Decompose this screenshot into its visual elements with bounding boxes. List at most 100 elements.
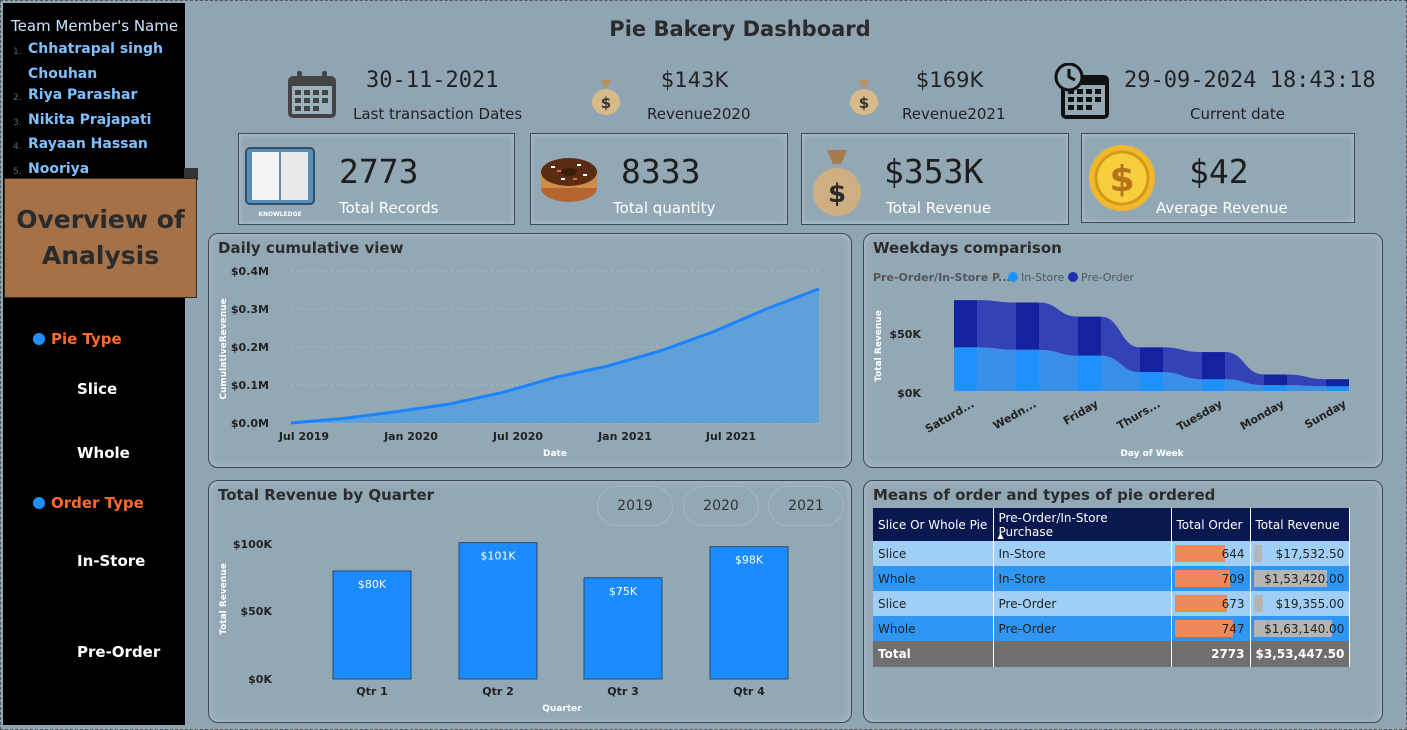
daily-cumulative-panel: Daily cumulative view $0.4M $0.3M $0.2M … <box>208 233 852 468</box>
bullet-icon <box>33 497 45 509</box>
instore-column <box>954 347 977 391</box>
quarter-bar-chart[interactable]: $80K Qtr 1 $101K Qtr 2 $75K Qtr 3 $98K Qtr 4 $1… <box>209 481 853 724</box>
x-tick-label: Sunday <box>1302 397 1348 431</box>
data-bar <box>1253 595 1263 612</box>
svg-text:$: $ <box>601 94 611 112</box>
total-revenue-cell: $17,532.50 <box>1250 541 1351 566</box>
bar-data-label: $75K <box>609 585 638 598</box>
column-header[interactable]: Total Revenue <box>1250 508 1351 541</box>
y-tick-label: $0K <box>248 673 272 686</box>
calendar-clock-icon <box>1054 63 1109 119</box>
weekdays-ribbon-chart[interactable]: Pre-Order/In-Store P... In-Store Pre-Ord… <box>864 234 1384 469</box>
kpi-card-average-revenue: $ $42 Average Revenue <box>1081 133 1355 223</box>
money-bag-icon: $ <box>592 80 620 115</box>
svg-text:$: $ <box>828 179 846 209</box>
page-title: Pie Bakery Dashboard <box>609 17 871 41</box>
total-quantity-value: 8333 <box>621 152 701 191</box>
order-type-cell: Pre-Order <box>993 591 1172 616</box>
order-types-table: Slice Or Whole Pie Pre-Order/In-Store Pu… <box>873 508 1351 667</box>
slicer-option-pre-order[interactable]: Pre-Order <box>77 643 161 661</box>
total-revenue-value: $3,53,447.50 <box>1250 641 1351 667</box>
x-tick-label: Wedn... <box>991 397 1039 432</box>
x-tick-label: Qtr 4 <box>733 685 765 698</box>
instore-ribbon <box>1039 349 1078 391</box>
year-button-2019[interactable]: 2019 <box>597 486 673 526</box>
order-types-title: Means of order and types of pie ordered <box>873 486 1216 504</box>
x-tick-label: Qtr 2 <box>482 685 514 698</box>
total-label: Total <box>873 641 994 667</box>
y-axis-title: CumulativeRevenue <box>219 298 229 399</box>
year-button-2020[interactable]: 2020 <box>683 486 759 526</box>
order-type-cell: In-Store <box>993 541 1172 566</box>
daily-cumulative-chart[interactable]: $0.4M $0.3M $0.2M $0.1M $0.0M Jul 2019 J… <box>209 234 853 469</box>
preorder-ribbon <box>1225 352 1264 386</box>
current-date-value: 29-09-2024 18:43:18 <box>1124 68 1376 93</box>
x-tick-label: Friday <box>1061 397 1101 427</box>
total-order-cell: 644 <box>1171 541 1251 566</box>
revenue2020-value: $143K <box>661 68 729 92</box>
bullet-icon <box>33 333 45 345</box>
total-revenue-cell: $1,63,140.00 <box>1250 616 1351 641</box>
column-header[interactable]: Total Order <box>1171 508 1251 541</box>
sort-arrow-icon[interactable]: ▲ <box>997 531 1004 540</box>
data-bar <box>1174 595 1227 612</box>
overview-banner: Overview of Analysis <box>4 178 197 298</box>
preorder-ribbon <box>1287 374 1326 387</box>
weekdays-comparison-title: Weekdays comparison <box>873 239 1062 257</box>
pie-type-cell: Whole <box>873 616 994 641</box>
preorder-ribbon <box>1101 316 1140 373</box>
x-tick-label: Jan 2021 <box>597 430 652 443</box>
legend-preorder-label: Pre-Order <box>1081 271 1135 284</box>
instore-column <box>1016 349 1039 391</box>
order-type-slicer-header: Order Type <box>33 494 144 512</box>
preorder-column <box>1326 379 1349 387</box>
data-bar <box>1253 570 1327 587</box>
legend-preorder-swatch <box>1068 272 1078 282</box>
pie-type-cell: Slice <box>873 591 994 616</box>
team-member: 4. Rayaan Hassan <box>13 136 148 153</box>
column-header[interactable]: Slice Or Whole Pie <box>873 508 994 541</box>
slicer-option-whole[interactable]: Whole <box>77 444 130 462</box>
data-bar <box>1174 620 1233 637</box>
y-tick-label: $0.0M <box>231 417 269 430</box>
instore-ribbon <box>1287 385 1326 391</box>
bar-data-label: $80K <box>358 578 387 591</box>
instore-ribbon <box>1101 355 1140 391</box>
column-header[interactable]: Pre-Order/In-Store Purchase ▲ <box>993 508 1172 541</box>
total-order-cell: 709 <box>1171 566 1251 591</box>
table-row[interactable]: Slice In-Store 644 $17,532.50 <box>873 541 1351 566</box>
x-tick-label: Thurs... <box>1115 397 1163 432</box>
quarter-bar <box>332 570 412 680</box>
book-icon: KNOWLEDGE <box>245 147 315 218</box>
slicer-option-in-store[interactable]: In-Store <box>77 552 146 570</box>
team-title: Team Member's Name <box>11 17 179 35</box>
total-order-cell: 747 <box>1171 616 1251 641</box>
y-tick-label: $50K <box>890 328 922 341</box>
y-tick-label: $0.1M <box>231 379 269 392</box>
revenue2021-label: Revenue2021 <box>902 105 1006 123</box>
table-row[interactable]: Whole Pre-Order 747 $1,63,140.00 <box>873 616 1351 641</box>
data-bar <box>1174 570 1230 587</box>
year-button-2021[interactable]: 2021 <box>768 486 844 526</box>
pie-type-label: Pie Type <box>51 330 122 348</box>
slicer-option-slice[interactable]: Slice <box>77 380 118 398</box>
x-tick-label: Jan 2020 <box>383 430 438 443</box>
total-row: Total 2773 $3,53,447.50 <box>873 641 1351 667</box>
total-order-value: 2773 <box>1171 641 1251 667</box>
x-tick-label: Monday <box>1238 397 1286 432</box>
data-bar <box>1174 545 1225 562</box>
y-axis-title: Total Revenue <box>219 563 229 635</box>
quarter-revenue-title: Total Revenue by Quarter <box>218 486 435 504</box>
table-row[interactable]: Slice Pre-Order 673 $19,355.00 <box>873 591 1351 616</box>
divider <box>184 168 198 180</box>
pie-type-slicer-header: Pie Type <box>33 330 122 348</box>
table-row[interactable]: Whole In-Store 709 $1,53,420.00 <box>873 566 1351 591</box>
kpi-card-total-records: KNOWLEDGE 2773 Total Records <box>238 133 515 225</box>
calendar-icon <box>288 71 336 118</box>
total-order-cell: 673 <box>1171 591 1251 616</box>
average-revenue-value: $42 <box>1189 152 1249 191</box>
data-bar <box>1253 545 1262 562</box>
x-axis-title: Day of Week <box>1120 449 1184 459</box>
last-transaction-value: 30-11-2021 <box>366 68 499 93</box>
pie-type-cell: Slice <box>873 541 994 566</box>
